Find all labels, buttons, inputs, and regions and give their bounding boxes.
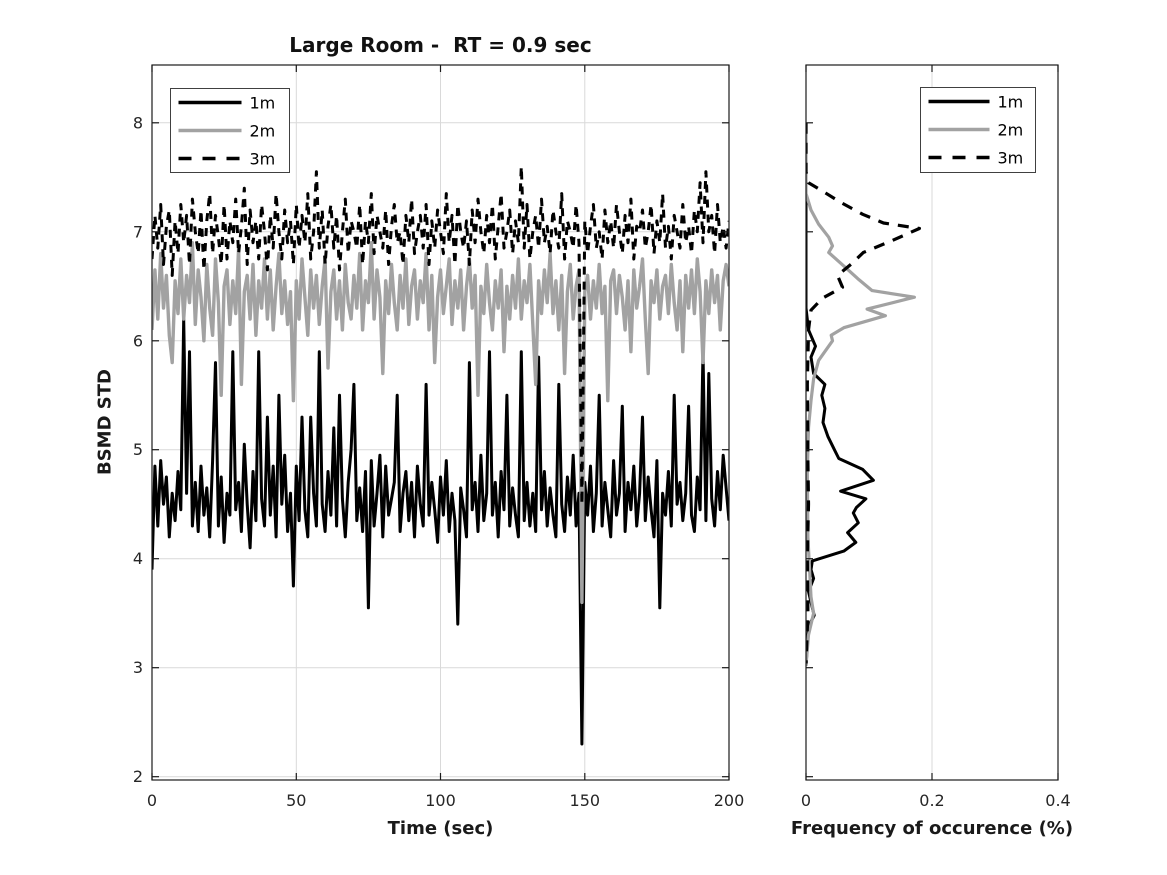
x-tick-label: 100: [425, 791, 456, 810]
x-tick-label: 0.4: [1045, 791, 1070, 810]
right-plot-xlabel: Frequency of occurence (%): [790, 818, 1074, 839]
y-tick-label: 6: [133, 331, 143, 350]
x-tick-label: 200: [714, 791, 745, 810]
series-3m-line: [806, 122, 921, 664]
series-2m-line: [152, 241, 729, 604]
x-tick-label: 50: [286, 791, 306, 810]
chart-title: Large Room - RT = 0.9 sec: [289, 33, 592, 57]
series-group: [152, 164, 729, 746]
y-tick-label: 8: [133, 113, 143, 132]
x-tick-label: 0.2: [919, 791, 944, 810]
legend-label-2m: 2m: [250, 122, 276, 141]
legend-label-2m: 2m: [998, 121, 1024, 140]
legend-label-3m: 3m: [998, 149, 1024, 168]
x-tick-label: 0: [801, 791, 811, 810]
y-tick-label: 7: [133, 222, 143, 241]
series-1m-line: [806, 122, 875, 666]
x-tick-label: 0: [147, 791, 157, 810]
left-plot-xlabel: Time (sec): [387, 818, 494, 839]
y-tick-label: 3: [133, 658, 143, 677]
left-plot-ylabel: BSMD STD: [94, 369, 116, 475]
y-tick-label: 2: [133, 767, 143, 786]
right-plot: 0 0.2 0.4 1m 2m 3m: [801, 64, 1071, 810]
legend-label-1m: 1m: [250, 94, 276, 113]
series-1m-line: [152, 317, 729, 746]
legend: 1m 2m 3m: [170, 88, 290, 173]
left-plot: 0 50 100 150 200 2 3 4 5 6 7 8 1m 2m 3m: [133, 64, 745, 810]
legend-label-1m: 1m: [998, 93, 1024, 112]
y-tick-label: 4: [133, 549, 143, 568]
legend: 1m 2m 3m: [920, 87, 1036, 173]
series-group: [806, 122, 921, 666]
y-tick-label: 5: [133, 440, 143, 459]
x-tick-label: 150: [570, 791, 601, 810]
legend-label-3m: 3m: [250, 150, 276, 169]
